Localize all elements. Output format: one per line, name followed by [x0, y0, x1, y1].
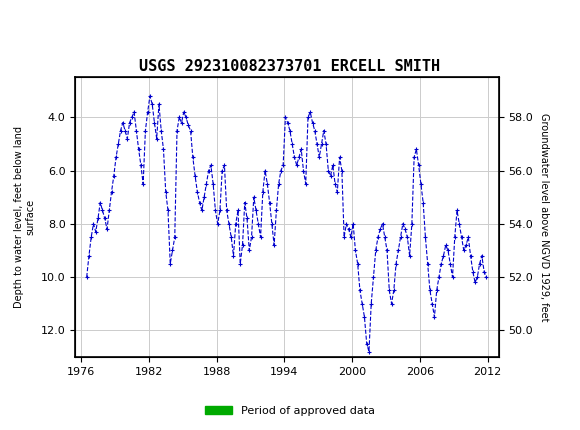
Y-axis label: Depth to water level, feet below land
surface: Depth to water level, feet below land su…	[14, 126, 35, 308]
Text: ≡USGS: ≡USGS	[12, 16, 70, 35]
Text: USGS 292310082373701 ERCELL SMITH: USGS 292310082373701 ERCELL SMITH	[139, 59, 441, 74]
Y-axis label: Groundwater level above NGVD 1929, feet: Groundwater level above NGVD 1929, feet	[539, 113, 549, 321]
Legend: Period of approved data: Period of approved data	[200, 401, 380, 420]
